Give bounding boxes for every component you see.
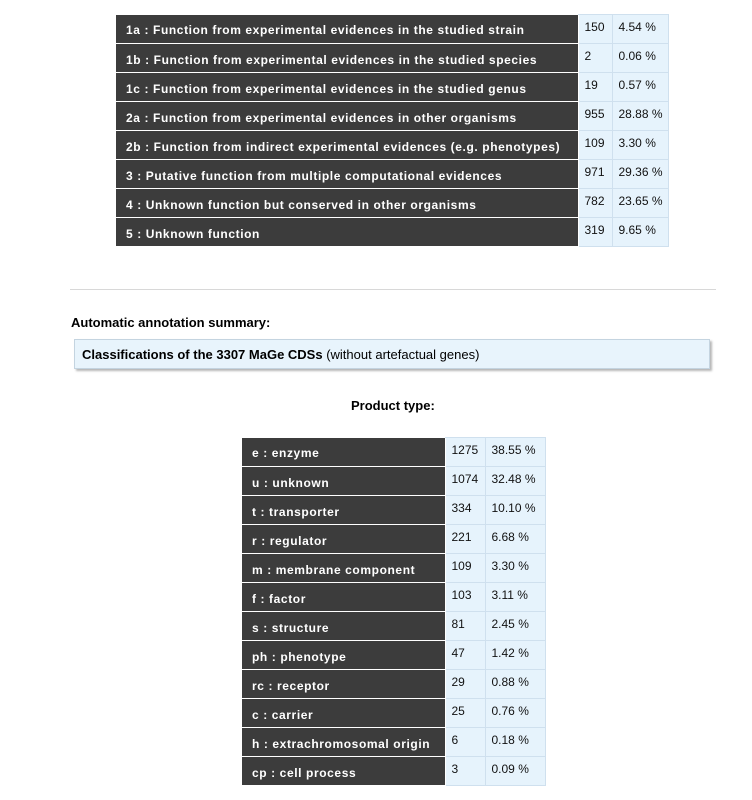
product-count: 25 [444, 698, 486, 728]
product-percent: 10.10 % [484, 495, 546, 525]
table-row: u : unknown 1074 32.48 % [242, 466, 546, 496]
table-row: h : extrachromosomal origin 6 0.18 % [242, 727, 546, 757]
class-percent: 0.57 % [611, 72, 669, 102]
class-label: 3 : Putative function from multiple comp… [116, 159, 578, 189]
product-count: 103 [444, 582, 486, 612]
class-percent: 28.88 % [611, 101, 669, 131]
product-label: cp : cell process [242, 756, 445, 786]
class-count: 319 [577, 217, 613, 247]
class-label: 5 : Unknown function [116, 217, 578, 247]
info-box-note: (without artefactual genes) [322, 347, 480, 362]
product-percent: 38.55 % [484, 437, 546, 467]
product-label: c : carrier [242, 698, 445, 728]
class-label: 1b : Function from experimental evidence… [116, 43, 578, 73]
class-percent: 3.30 % [611, 130, 669, 160]
class-percent: 9.65 % [611, 217, 669, 247]
table-row: rc : receptor 29 0.88 % [242, 669, 546, 699]
product-label: h : extrachromosomal origin [242, 727, 445, 757]
class-count: 150 [577, 14, 613, 44]
product-label: rc : receptor [242, 669, 445, 699]
table-row: e : enzyme 1275 38.55 % [242, 437, 546, 467]
class-label: 1a : Function from experimental evidence… [116, 14, 578, 44]
product-count: 47 [444, 640, 486, 670]
product-percent: 3.11 % [484, 582, 546, 612]
product-type-table: e : enzyme 1275 38.55 % u : unknown 1074… [242, 437, 546, 786]
product-label: f : factor [242, 582, 445, 612]
table-row: m : membrane component 109 3.30 % [242, 553, 546, 583]
product-percent: 6.68 % [484, 524, 546, 554]
product-label: e : enzyme [242, 437, 445, 467]
product-count: 221 [444, 524, 486, 554]
class-percent: 29.36 % [611, 159, 669, 189]
table-row: cp : cell process 3 0.09 % [242, 756, 546, 786]
class-count: 955 [577, 101, 613, 131]
table-row: 2a : Function from experimental evidence… [116, 101, 669, 131]
table-row: 3 : Putative function from multiple comp… [116, 159, 669, 189]
table-row: 1b : Function from experimental evidence… [116, 43, 669, 73]
product-percent: 0.09 % [484, 756, 546, 786]
section-divider [70, 289, 716, 290]
product-label: m : membrane component [242, 553, 445, 583]
class-label: 2b : Function from indirect experimental… [116, 130, 578, 160]
product-percent: 32.48 % [484, 466, 546, 496]
summary-heading: Automatic annotation summary: [71, 315, 271, 330]
table-row: t : transporter 334 10.10 % [242, 495, 546, 525]
table-row: 4 : Unknown function but conserved in ot… [116, 188, 669, 218]
product-label: u : unknown [242, 466, 445, 496]
table-row: c : carrier 25 0.76 % [242, 698, 546, 728]
product-percent: 1.42 % [484, 640, 546, 670]
product-percent: 0.76 % [484, 698, 546, 728]
product-count: 6 [444, 727, 486, 757]
product-label: ph : phenotype [242, 640, 445, 670]
product-label: r : regulator [242, 524, 445, 554]
class-label: 2a : Function from experimental evidence… [116, 101, 578, 131]
product-percent: 0.88 % [484, 669, 546, 699]
class-count: 19 [577, 72, 613, 102]
product-percent: 2.45 % [484, 611, 546, 641]
class-percent: 23.65 % [611, 188, 669, 218]
product-count: 81 [444, 611, 486, 641]
table-row: r : regulator 221 6.68 % [242, 524, 546, 554]
product-count: 109 [444, 553, 486, 583]
classification-info-box: Classifications of the 3307 MaGe CDSs (w… [74, 339, 710, 369]
product-count: 1275 [444, 437, 486, 467]
class-percent: 4.54 % [611, 14, 669, 44]
info-box-title: Classifications of the 3307 MaGe CDSs [82, 347, 323, 362]
product-label: t : transporter [242, 495, 445, 525]
product-count: 334 [444, 495, 486, 525]
evidence-class-table: 1a : Function from experimental evidence… [116, 14, 669, 247]
product-count: 3 [444, 756, 486, 786]
product-count: 29 [444, 669, 486, 699]
class-count: 971 [577, 159, 613, 189]
table-row: 5 : Unknown function 319 9.65 % [116, 217, 669, 247]
product-percent: 0.18 % [484, 727, 546, 757]
product-label: s : structure [242, 611, 445, 641]
class-label: 4 : Unknown function but conserved in ot… [116, 188, 578, 218]
product-type-heading: Product type: [351, 398, 435, 413]
table-row: s : structure 81 2.45 % [242, 611, 546, 641]
class-count: 109 [577, 130, 613, 160]
table-row: ph : phenotype 47 1.42 % [242, 640, 546, 670]
class-count: 2 [577, 43, 613, 73]
table-row: f : factor 103 3.11 % [242, 582, 546, 612]
class-count: 782 [577, 188, 613, 218]
class-label: 1c : Function from experimental evidence… [116, 72, 578, 102]
table-row: 1a : Function from experimental evidence… [116, 14, 669, 44]
table-row: 2b : Function from indirect experimental… [116, 130, 669, 160]
class-percent: 0.06 % [611, 43, 669, 73]
product-percent: 3.30 % [484, 553, 546, 583]
product-count: 1074 [444, 466, 486, 496]
table-row: 1c : Function from experimental evidence… [116, 72, 669, 102]
